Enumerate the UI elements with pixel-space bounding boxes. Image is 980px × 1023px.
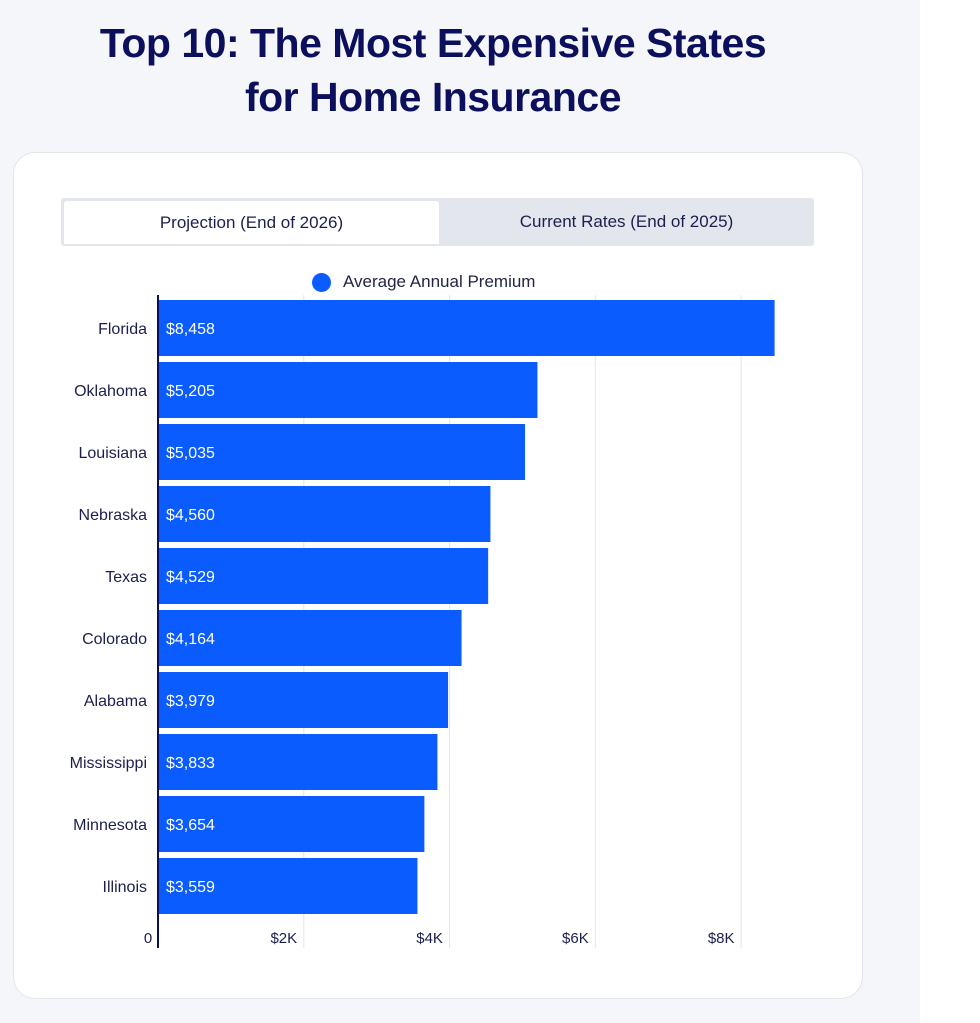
legend-label: Average Annual Premium bbox=[343, 272, 536, 291]
bar bbox=[158, 424, 526, 480]
tab-current-rates-2025[interactable]: Current Rates (End of 2025) bbox=[519, 212, 734, 231]
category-label: Oklahoma bbox=[74, 383, 147, 400]
chart-card bbox=[13, 152, 863, 999]
x-tick-label: $6K bbox=[562, 930, 589, 947]
bar bbox=[158, 486, 491, 542]
bar bbox=[158, 548, 489, 604]
bar-value-label: $8,458 bbox=[166, 321, 215, 338]
legend-marker bbox=[312, 272, 331, 292]
category-label: Colorado bbox=[82, 631, 147, 648]
page-title: Top 10: The Most Expensive States for Ho… bbox=[0, 16, 866, 124]
bar-value-label: $4,529 bbox=[166, 569, 215, 586]
x-axis-ticks: 0 $2K $4K $6K $8K bbox=[144, 930, 735, 947]
bar bbox=[158, 362, 538, 418]
bar bbox=[158, 610, 462, 666]
bar-value-label: $3,559 bbox=[166, 879, 215, 896]
bar bbox=[158, 300, 775, 356]
x-tick-label: $8K bbox=[708, 930, 735, 947]
category-label: Alabama bbox=[84, 693, 147, 710]
chart-legend: Average Annual Premium bbox=[312, 270, 535, 294]
x-tick-label: $2K bbox=[270, 930, 297, 947]
title-line-2: for Home Insurance bbox=[244, 74, 622, 120]
x-tick-label: 0 bbox=[144, 930, 152, 947]
bar-value-label: $5,035 bbox=[166, 445, 215, 462]
x-tick-label: $4K bbox=[416, 930, 443, 947]
bar-value-label: $4,164 bbox=[166, 631, 215, 648]
category-label: Illinois bbox=[103, 879, 147, 896]
category-labels: Florida Oklahoma Louisiana Nebraska Texas Col… bbox=[70, 321, 147, 896]
bars: $8,458 $5,205 $5,035 $4,560 $4,529 $4,164 $3,9… bbox=[158, 300, 775, 914]
bar bbox=[158, 796, 425, 852]
title-line-1: Top 10: The Most Expensive States bbox=[99, 20, 767, 66]
tab-bar: Projection (End of 2026) Current Rates (… bbox=[61, 198, 814, 246]
bar-value-label: $3,979 bbox=[166, 693, 215, 710]
bar-value-label: $4,560 bbox=[166, 507, 215, 524]
bar bbox=[158, 672, 449, 728]
bar-value-label: $5,205 bbox=[166, 383, 215, 400]
category-label: Florida bbox=[98, 321, 147, 338]
bar-value-label: $3,833 bbox=[166, 755, 215, 772]
category-label: Minnesota bbox=[73, 817, 147, 834]
tab-projection-2026[interactable]: Projection (End of 2026) bbox=[64, 201, 439, 246]
bar bbox=[158, 734, 438, 790]
bar bbox=[158, 858, 418, 914]
category-label: Louisiana bbox=[79, 445, 148, 462]
bar-value-label: $3,654 bbox=[166, 817, 215, 834]
category-label: Texas bbox=[105, 569, 147, 586]
category-label: Nebraska bbox=[79, 507, 148, 524]
category-label: Mississippi bbox=[70, 755, 147, 772]
